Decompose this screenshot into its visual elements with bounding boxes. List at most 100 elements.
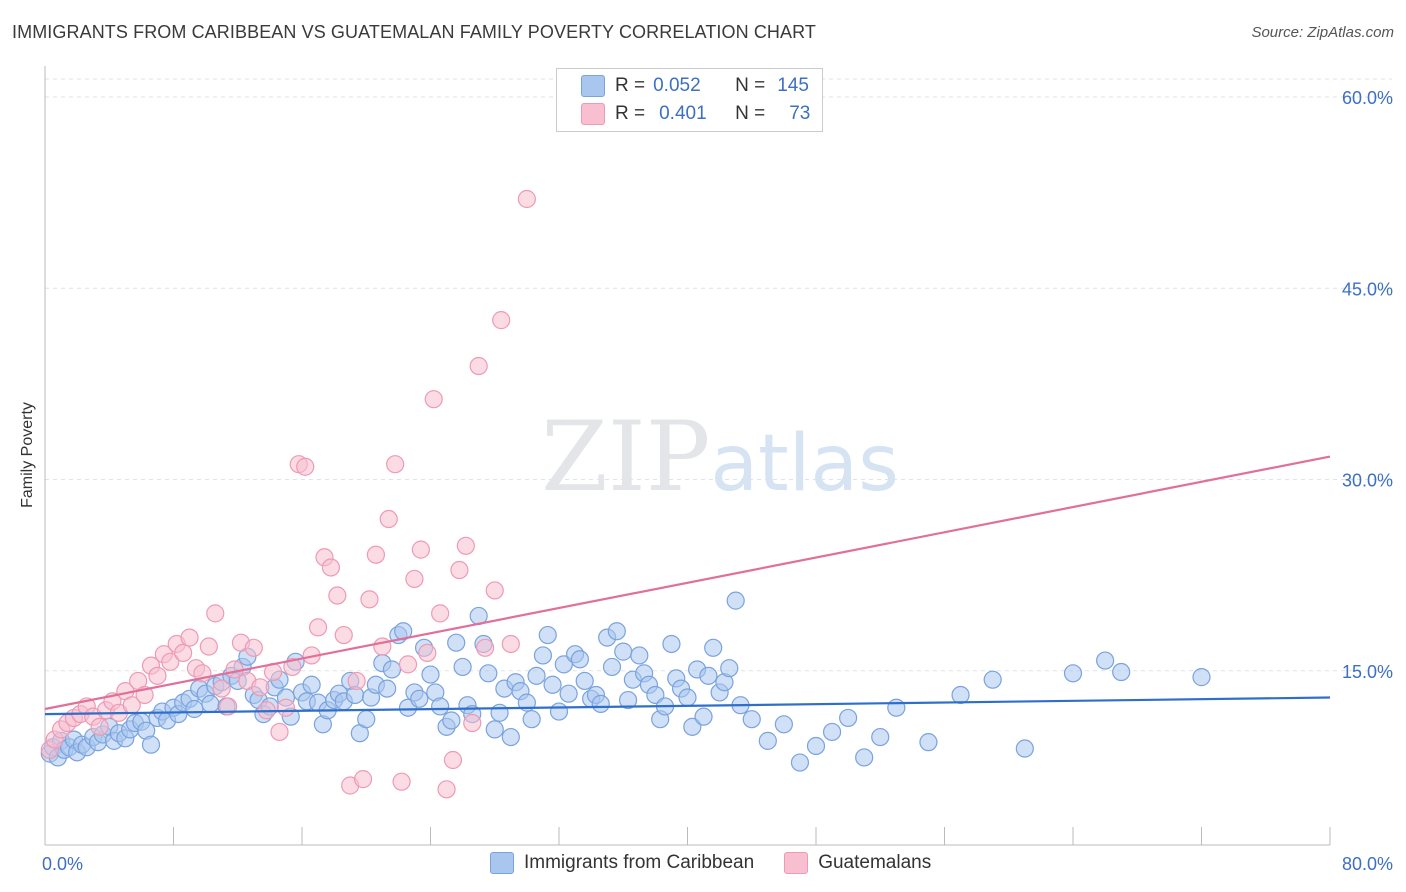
series-legend: Immigrants from Caribbean Guatemalans [490, 852, 961, 874]
caribbean-point [822, 722, 842, 742]
guatemalan-point [501, 634, 520, 654]
series-legend-guatemalans: Guatemalans [784, 852, 931, 874]
guatemalan-point [485, 581, 504, 600]
legend-n-label: N = [735, 75, 766, 96]
legend-n-value: 145 [777, 75, 809, 96]
guatemalan-point [469, 356, 488, 376]
caribbean-point [554, 655, 573, 674]
guatemalan-point [328, 586, 347, 605]
guatemalan-point [443, 750, 463, 770]
caribbean-point [570, 650, 589, 669]
caribbean-point [699, 666, 718, 685]
legend-n-value: 73 [789, 103, 811, 124]
x-tick-label: 80.0% [1342, 854, 1393, 874]
caribbean-point [543, 675, 562, 694]
legend-r-value: 0.052 [653, 75, 701, 96]
caribbean-point [774, 715, 793, 734]
caribbean-point [453, 657, 472, 677]
series-swatch-blue [490, 852, 514, 874]
caribbean-point [447, 633, 466, 652]
chart-title: IMMIGRANTS FROM CARIBBEAN VS GUATEMALAN … [12, 22, 816, 42]
guatemalan-point [379, 509, 398, 529]
guatemalan-point [405, 569, 424, 589]
caribbean-point [431, 697, 450, 716]
y-tick-label: 60.0% [1342, 88, 1393, 108]
caribbean-point [1112, 662, 1131, 682]
caribbean-point [141, 735, 161, 754]
caribbean-point [618, 690, 638, 710]
guatemalan-point [212, 679, 231, 698]
guatemalan-point [411, 540, 430, 559]
guatemalan-point [206, 604, 225, 623]
caribbean-point [704, 638, 723, 657]
caribbean-point [591, 694, 610, 714]
guatemalan-point [251, 678, 270, 697]
caribbean-point [871, 727, 890, 747]
caribbean-point [442, 711, 461, 730]
guatemalan-point [476, 638, 495, 657]
guatemalan-point [90, 717, 109, 736]
guatemalan-point [437, 780, 456, 799]
caribbean-point [614, 642, 633, 661]
caribbean-point [302, 675, 321, 694]
legend-r-label: R = [615, 75, 646, 96]
series-label: Guatemalans [818, 852, 932, 873]
caribbean-point [382, 660, 402, 679]
legend-row-guatemalans: R = 0.401 N = 73 [581, 101, 810, 127]
caribbean-point [839, 708, 858, 728]
caribbean-point [522, 710, 541, 729]
series-swatch-pink [784, 852, 809, 874]
guatemalan-point [386, 455, 405, 474]
caribbean-point [479, 664, 498, 683]
caribbean-point [185, 699, 204, 719]
legend-swatch-pink [581, 103, 605, 125]
guatemalan-point [353, 770, 373, 789]
caribbean-point [742, 710, 761, 729]
caribbean-point [983, 670, 1002, 689]
caribbean-point [575, 671, 594, 691]
guatemalan-point [392, 772, 411, 791]
guatemalan-point [308, 618, 328, 637]
caribbean-point [201, 694, 220, 714]
caribbean-point [951, 685, 970, 705]
caribbean-point [378, 679, 397, 698]
guatemalan-point [492, 311, 511, 330]
source-label: Source: ZipAtlas.com [1251, 24, 1394, 41]
y-tick-label: 30.0% [1342, 471, 1393, 491]
guatemalan-point [334, 625, 353, 645]
guatemalan-point [431, 604, 450, 623]
caribbean-point [1015, 739, 1034, 758]
legend-row-caribbean: R = 0.052 N = 145 [581, 73, 809, 99]
caribbean-point [919, 733, 938, 752]
caribbean-point [806, 736, 826, 756]
caribbean-point [421, 665, 440, 684]
guatemalan-point [450, 560, 469, 580]
guatemalan-point [161, 652, 180, 671]
caribbean-point [1096, 651, 1115, 670]
guatemalan-point [270, 722, 289, 742]
guatemalan-point [174, 643, 193, 663]
guatemalan-point [199, 637, 218, 656]
guatemalan-point [276, 698, 296, 717]
guatemalan-point [517, 189, 536, 209]
legend-r-value: 0.401 [659, 103, 707, 124]
y-tick-label: 15.0% [1342, 662, 1393, 682]
y-axis-label: Family Poverty [19, 402, 36, 508]
guatemalan-point [360, 590, 379, 609]
legend-r-label: R = [615, 103, 646, 124]
caribbean-point [538, 625, 557, 645]
caribbean-point [485, 720, 504, 739]
series-label: Immigrants from Caribbean [524, 852, 755, 873]
watermark: ZIPatlas [541, 401, 899, 513]
guatemalan-point [283, 657, 302, 677]
caribbean-point [887, 698, 906, 717]
caribbean-point [662, 634, 681, 654]
guatemalan-point [347, 671, 366, 691]
caribbean-point [527, 666, 546, 685]
caribbean-point [602, 657, 622, 677]
caribbean-point [758, 731, 777, 750]
guatemalan-point [148, 666, 167, 685]
stats-legend: R = 0.052 N = 145 R = 0.401 N = 73 [556, 68, 823, 132]
guatemalan-point [456, 536, 475, 555]
